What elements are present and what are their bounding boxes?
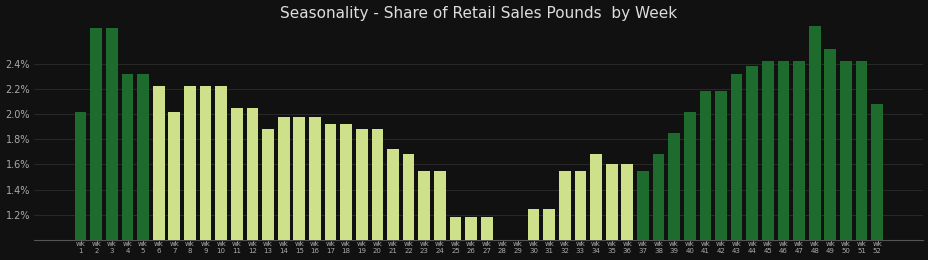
Bar [168,112,180,260]
Bar [543,209,554,260]
Bar [200,86,212,260]
Bar [855,61,867,260]
Bar [870,104,883,260]
Bar [74,112,86,260]
Bar [777,61,789,260]
Bar [839,61,851,260]
Bar [449,217,461,260]
Bar [481,217,492,260]
Bar [574,171,586,260]
Bar [246,108,258,260]
Bar [527,209,539,260]
Bar [355,129,367,260]
Bar [231,108,242,260]
Bar [153,86,164,260]
Bar [90,28,102,260]
Bar [761,61,773,260]
Bar [667,133,679,260]
Bar [137,74,148,260]
Bar [652,154,664,260]
Bar [745,66,757,260]
Bar [715,92,726,260]
Bar [324,124,336,260]
Bar [823,49,835,260]
Bar [433,171,445,260]
Bar [496,240,508,260]
Bar [371,129,383,260]
Bar [309,116,320,260]
Bar [589,154,601,260]
Bar [340,124,352,260]
Bar [559,171,570,260]
Bar [621,165,633,260]
Bar [122,74,134,260]
Bar [511,240,523,260]
Bar [683,112,695,260]
Title: Seasonality - Share of Retail Sales Pounds  by Week: Seasonality - Share of Retail Sales Poun… [280,5,677,21]
Bar [730,74,741,260]
Bar [387,149,398,260]
Bar [293,116,304,260]
Bar [637,171,648,260]
Bar [418,171,430,260]
Bar [106,28,118,260]
Bar [808,1,819,260]
Bar [793,61,804,260]
Bar [605,165,617,260]
Bar [184,86,196,260]
Bar [699,92,711,260]
Bar [403,154,414,260]
Bar [215,86,226,260]
Bar [262,129,274,260]
Bar [465,217,476,260]
Bar [277,116,290,260]
